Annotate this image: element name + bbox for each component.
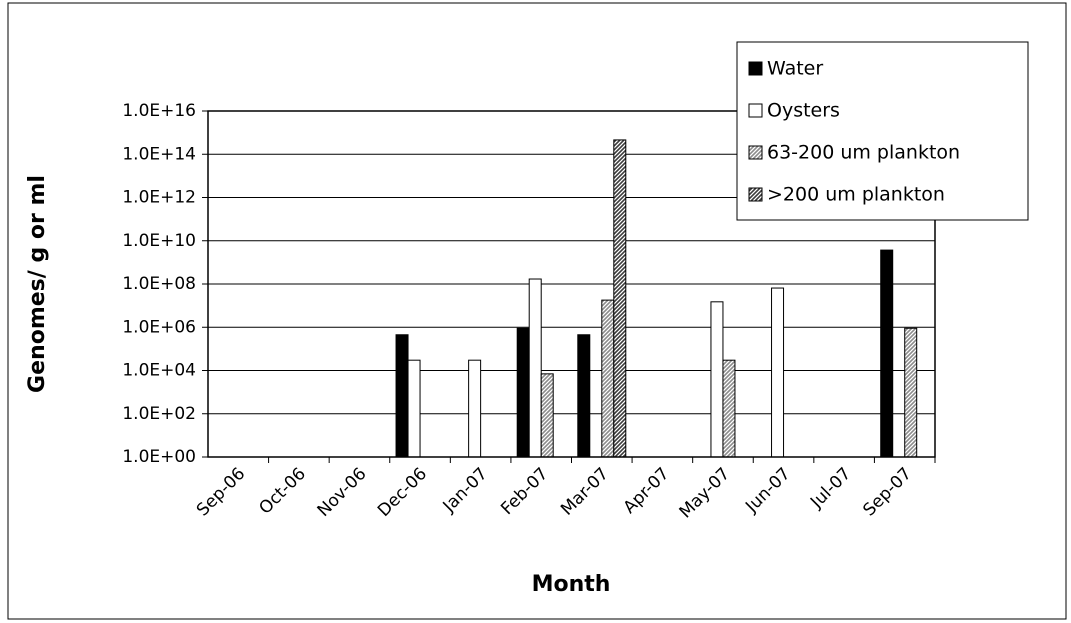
bar bbox=[771, 287, 785, 458]
bar bbox=[528, 278, 542, 458]
bar bbox=[601, 299, 615, 458]
legend-label: 63-200 um plankton bbox=[767, 142, 960, 164]
bar bbox=[516, 327, 530, 458]
legend-swatch bbox=[748, 61, 763, 76]
y-tick-label: 1.0E+14 bbox=[122, 144, 196, 164]
bar bbox=[710, 301, 724, 458]
legend-label: Oysters bbox=[767, 100, 840, 122]
y-tick-label: 1.0E+16 bbox=[122, 101, 196, 121]
bar bbox=[880, 249, 894, 458]
y-tick-label: 1.0E+04 bbox=[122, 361, 196, 381]
y-tick-label: 1.0E+10 bbox=[122, 231, 196, 251]
y-tick-label: 1.0E+00 bbox=[122, 447, 196, 467]
legend-label: Water bbox=[767, 58, 823, 80]
bar bbox=[407, 359, 421, 458]
y-tick-label: 1.0E+12 bbox=[122, 188, 196, 208]
bar bbox=[540, 373, 554, 458]
y-tick-label: 1.0E+06 bbox=[122, 317, 196, 337]
x-axis-title: Month bbox=[532, 572, 611, 597]
legend-swatch bbox=[748, 145, 763, 160]
bar bbox=[613, 139, 627, 458]
bar bbox=[722, 359, 736, 458]
y-axis-title: Genomes/ g or ml bbox=[25, 175, 50, 393]
y-tick-label: 1.0E+02 bbox=[122, 404, 196, 424]
legend-box bbox=[736, 41, 1029, 221]
legend-swatch bbox=[748, 187, 763, 202]
bar bbox=[904, 327, 918, 458]
legend-swatch bbox=[748, 103, 763, 118]
bar bbox=[395, 334, 409, 458]
y-tick-label: 1.0E+08 bbox=[122, 274, 196, 294]
plot-frame bbox=[207, 110, 936, 458]
bar bbox=[577, 334, 591, 458]
legend-label: >200 um plankton bbox=[767, 184, 945, 206]
legend: Water Oysters 63-200 um plankton >200 um pl… bbox=[736, 41, 1029, 221]
bar bbox=[468, 359, 482, 458]
